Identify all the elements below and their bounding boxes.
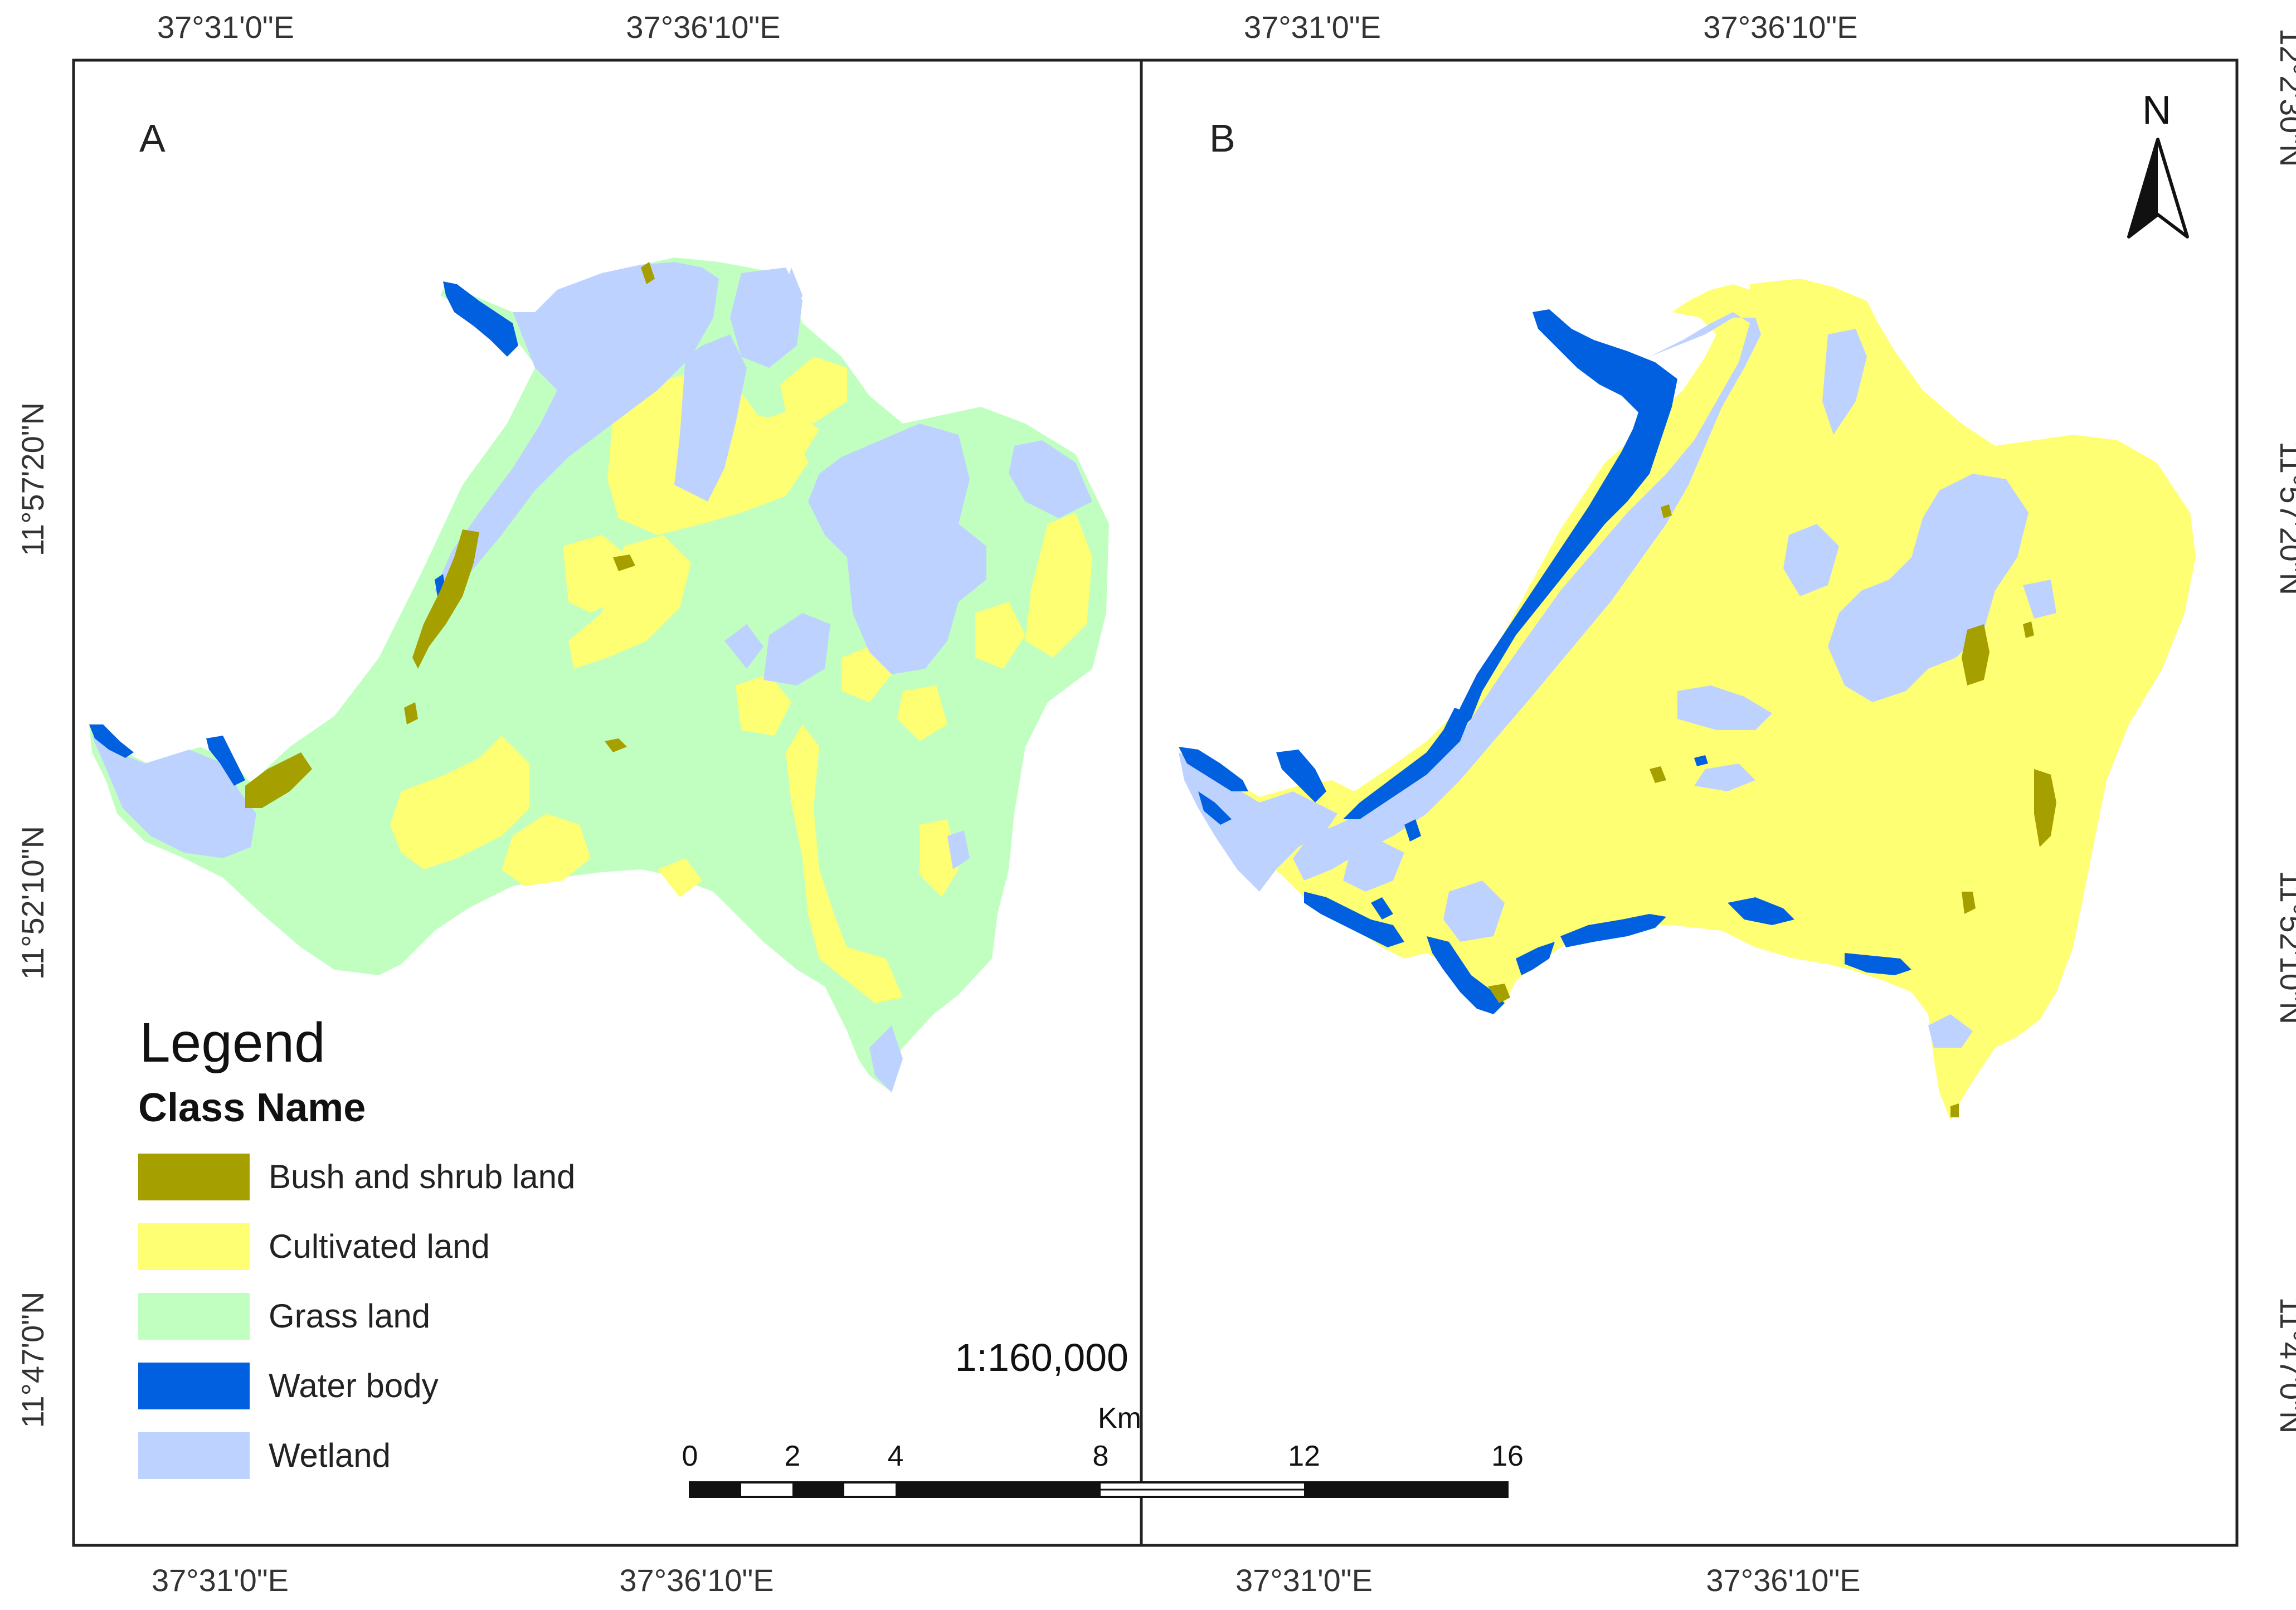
legend-subtitle: Class Name: [138, 1086, 366, 1130]
legend-swatch-cultivated: [138, 1223, 250, 1270]
legend-swatch-wetland: [138, 1432, 250, 1479]
scale-tick-label: 4: [888, 1440, 904, 1472]
right-coord-label: 12°2'30"N: [2274, 28, 2296, 167]
panel-a-label: A: [139, 116, 166, 160]
panel-a-map: [89, 257, 1109, 1092]
north-arrow-icon: N: [2127, 88, 2189, 239]
legend-label-bush: Bush and shrub land: [269, 1158, 575, 1195]
top-coord-label: 37°31'0"E: [157, 9, 294, 45]
scale-unit: Km: [1098, 1402, 1141, 1434]
legend: Legend Class Name Bush and shrub land Cu…: [138, 1011, 575, 1479]
bottom-coord-label: 37°31'0"E: [152, 1563, 289, 1598]
panel-a-bush-shrub-land: [245, 262, 655, 808]
right-coord-label: 11°52'10"N: [2274, 870, 2296, 1024]
legend-swatch-water: [138, 1363, 250, 1409]
scale-tick-label: 2: [785, 1440, 801, 1472]
scale-bar: 1:160,000 Km 0 2 4 8 12 16: [682, 1336, 1524, 1498]
right-coord-label: 11°57'20"N: [2274, 441, 2296, 595]
legend-swatch-grass: [138, 1293, 250, 1340]
panel-b-bush-shrub-land: [1488, 504, 2056, 1117]
legend-title: Legend: [139, 1011, 325, 1074]
legend-label-wetland: Wetland: [269, 1437, 391, 1474]
legend-label-water: Water body: [269, 1367, 439, 1404]
right-coord-label: 11°47'0"N: [2274, 1297, 2296, 1434]
left-coord-label: 11°47'0"N: [15, 1292, 50, 1428]
north-arrow-label: N: [2142, 88, 2171, 133]
scale-tick-label: 8: [1093, 1440, 1109, 1472]
panel-b-water-body: [1179, 309, 1911, 1014]
scale-tick-label: 12: [1288, 1440, 1320, 1472]
legend-label-cultivated: Cultivated land: [269, 1228, 490, 1265]
left-coord-label: 11°57'20"N: [15, 402, 50, 556]
panel-b-frame: [1140, 59, 2239, 1547]
bottom-coord-label: 37°36'10"E: [1706, 1563, 1860, 1598]
bottom-coord-label: 37°36'10"E: [619, 1563, 774, 1598]
panel-b-map: [1179, 279, 2196, 1120]
top-coord-label: 37°36'10"E: [626, 9, 780, 45]
legend-label-grass: Grass land: [269, 1297, 430, 1335]
legend-swatch-bush: [138, 1154, 250, 1200]
panel-a-cultivated-patches: [390, 357, 1092, 1003]
panel-b-wetland-patches: [1179, 312, 2056, 1048]
scale-tick-label: 16: [1491, 1440, 1524, 1472]
scale-ratio: 1:160,000: [955, 1336, 1128, 1379]
top-coord-label: 37°36'10"E: [1703, 9, 1857, 45]
panel-b-label: B: [1209, 116, 1235, 160]
panel-a-wetland-patches: [92, 262, 1092, 1092]
left-coord-label: 11°52'10"N: [15, 826, 50, 980]
scale-tick-label: 0: [682, 1440, 698, 1472]
top-coord-label: 37°31'0"E: [1244, 9, 1381, 45]
bottom-coord-label: 37°31'0"E: [1235, 1563, 1373, 1598]
